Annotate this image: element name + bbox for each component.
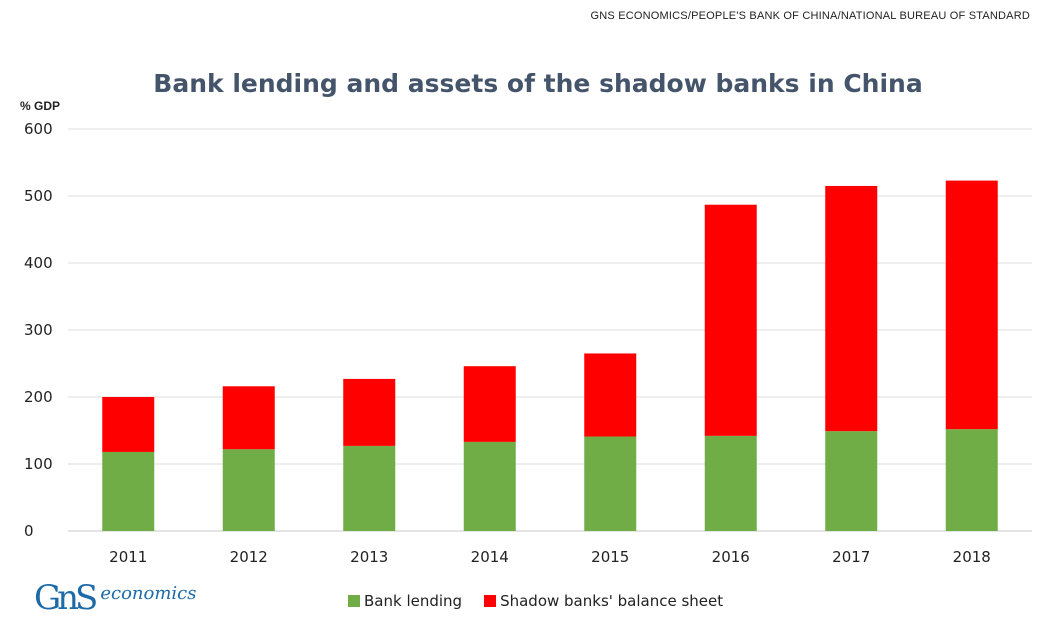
bar-shadow-banks-2018 <box>945 180 998 430</box>
y-tick-label: 600 <box>24 120 53 138</box>
bar-bank-lending-2017 <box>825 431 878 531</box>
x-tick-label-2015: 2015 <box>591 548 629 566</box>
bar-shadow-banks-2013 <box>343 378 396 446</box>
legend-item-bank-lending: Bank lending <box>348 592 462 610</box>
legend-label-bank-lending: Bank lending <box>364 592 463 610</box>
x-tick-label-2018: 2018 <box>953 548 991 566</box>
bar-bank-lending-2014 <box>463 441 516 531</box>
y-tick-label: 300 <box>24 321 53 339</box>
x-tick-label-2011: 2011 <box>109 548 147 566</box>
bar-bank-lending-2018 <box>945 429 998 531</box>
bar-shadow-banks-2017 <box>825 185 878 432</box>
bar-shadow-banks-2016 <box>704 204 757 436</box>
bar-bank-lending-2016 <box>704 435 757 531</box>
gridlines <box>68 128 1032 532</box>
gns-logo: GnS economics <box>34 578 197 618</box>
y-tick-label: 200 <box>24 388 53 406</box>
x-axis-ticks: 2011 2012 2013 2014 2015 2016 2017 2018 <box>109 548 991 566</box>
chart-legend: Bank lending Shadow banks' balance sheet <box>348 592 745 610</box>
bar-bank-lending-2015 <box>584 436 637 531</box>
x-tick-label-2012: 2012 <box>230 548 268 566</box>
bar-bank-lending-2011 <box>102 451 155 531</box>
x-tick-label-2013: 2013 <box>350 548 388 566</box>
y-axis-label: % GDP <box>20 99 60 113</box>
y-tick-label: 100 <box>24 455 53 473</box>
legend-swatch-bank-lending <box>348 595 360 607</box>
bar-bank-lending-2012 <box>222 449 275 531</box>
legend-swatch-shadow-banks <box>484 595 497 607</box>
bars <box>102 180 998 531</box>
legend-item-shadow-banks: Shadow banks' balance sheet <box>484 592 723 610</box>
logo-text: economics <box>100 583 197 604</box>
bar-shadow-banks-2014 <box>463 366 516 442</box>
y-axis-ticks: 0 100 200 300 400 500 600 <box>24 120 53 540</box>
x-tick-label-2016: 2016 <box>712 548 750 566</box>
source-attribution: GNS ECONOMICS/PEOPLE'S BANK OF CHINA/NAT… <box>590 10 1030 22</box>
bar-shadow-banks-2011 <box>102 397 155 452</box>
x-tick-label-2014: 2014 <box>471 548 509 566</box>
logo-mark: GnS <box>34 578 98 618</box>
bar-shadow-banks-2012 <box>222 386 275 450</box>
x-tick-label-2017: 2017 <box>832 548 870 566</box>
legend-label-shadow-banks: Shadow banks' balance sheet <box>500 592 724 610</box>
y-tick-label: 0 <box>24 522 34 540</box>
y-tick-label: 400 <box>24 254 53 272</box>
chart-title: Bank lending and assets of the shadow ba… <box>153 69 922 98</box>
bar-bank-lending-2013 <box>343 445 396 531</box>
y-tick-label: 500 <box>24 187 53 205</box>
bar-shadow-banks-2015 <box>584 353 637 437</box>
